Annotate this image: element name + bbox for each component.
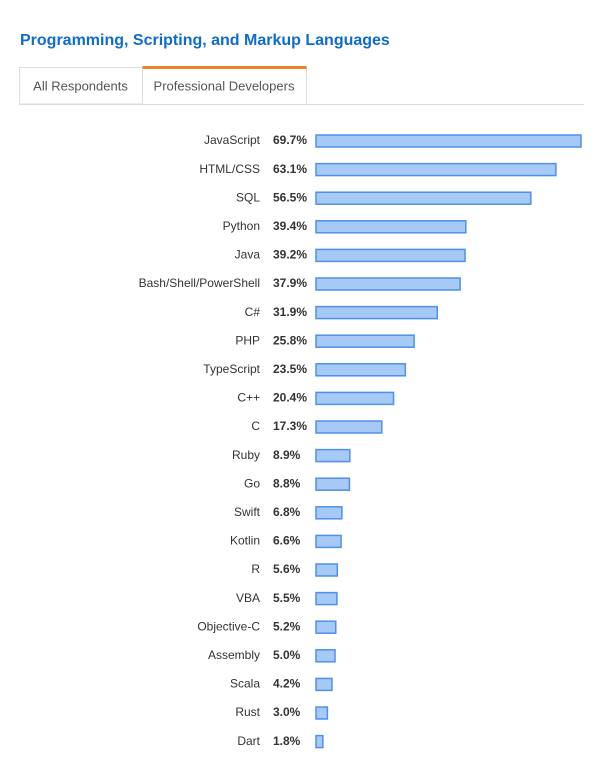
value-label: 56.5% [273, 190, 307, 204]
category-label: C [251, 419, 260, 433]
category-label: Dart [237, 734, 260, 748]
value-label: 3.0% [273, 705, 301, 719]
category-label: TypeScript [203, 362, 260, 376]
bar [315, 563, 339, 577]
bar [315, 248, 466, 263]
category-label: Scala [230, 677, 260, 691]
category-label: HTML/CSS [199, 162, 260, 176]
bar [315, 334, 415, 348]
value-label: 20.4% [273, 391, 307, 405]
category-label: Rust [235, 705, 260, 719]
bar [315, 591, 338, 606]
bar [315, 706, 329, 720]
category-label: Java [235, 248, 261, 262]
chart-title: Programming, Scripting, and Markup Langu… [20, 32, 390, 49]
bar [315, 620, 337, 634]
bar [315, 420, 383, 434]
bar [315, 305, 439, 320]
bar [315, 734, 324, 749]
category-label: Swift [234, 505, 261, 519]
value-label: 8.8% [273, 476, 301, 490]
value-label: 4.2% [273, 677, 301, 691]
bar [315, 277, 461, 291]
category-label: Bash/Shell/PowerShell [139, 276, 260, 290]
value-label: 39.2% [273, 248, 307, 262]
bar [315, 448, 351, 463]
bar [315, 363, 407, 377]
category-label: Ruby [232, 448, 260, 462]
value-label: 23.5% [273, 362, 307, 376]
category-label: Assembly [208, 648, 260, 662]
value-label: 69.7% [273, 133, 307, 147]
category-label: R [251, 562, 260, 576]
value-label: 8.9% [273, 448, 301, 462]
value-label: 6.6% [273, 534, 301, 548]
value-label: 5.6% [273, 562, 301, 576]
category-label: C# [245, 305, 261, 319]
bar [315, 391, 395, 406]
tab-active-marker [142, 66, 307, 69]
value-label: 25.8% [273, 333, 307, 347]
tab-label[interactable]: Professional Developers [154, 78, 295, 93]
category-label: VBA [236, 591, 260, 605]
category-label: JavaScript [204, 133, 261, 147]
category-label: PHP [235, 333, 260, 347]
value-label: 39.4% [273, 219, 307, 233]
bar [315, 534, 342, 549]
bar [315, 191, 532, 205]
category-label: Kotlin [230, 534, 260, 548]
category-label: SQL [236, 190, 260, 204]
category-label: C++ [237, 391, 260, 405]
bar [315, 134, 582, 148]
category-label: Go [244, 476, 260, 490]
bar [315, 477, 351, 491]
value-label: 63.1% [273, 162, 307, 176]
bar [315, 162, 557, 177]
value-label: 6.8% [273, 505, 301, 519]
category-label: Objective-C [197, 619, 260, 633]
bar [315, 506, 343, 520]
bar [315, 649, 336, 663]
value-label: 31.9% [273, 305, 307, 319]
category-label: Python [223, 219, 260, 233]
value-label: 5.0% [273, 648, 301, 662]
value-label: 17.3% [273, 419, 307, 433]
bar [315, 220, 467, 234]
value-label: 37.9% [273, 276, 307, 290]
value-label: 1.8% [273, 734, 301, 748]
tab-label[interactable]: All Respondents [33, 78, 128, 93]
value-label: 5.5% [273, 591, 301, 605]
tab[interactable] [142, 67, 307, 105]
value-label: 5.2% [273, 619, 301, 633]
bar [315, 677, 333, 692]
